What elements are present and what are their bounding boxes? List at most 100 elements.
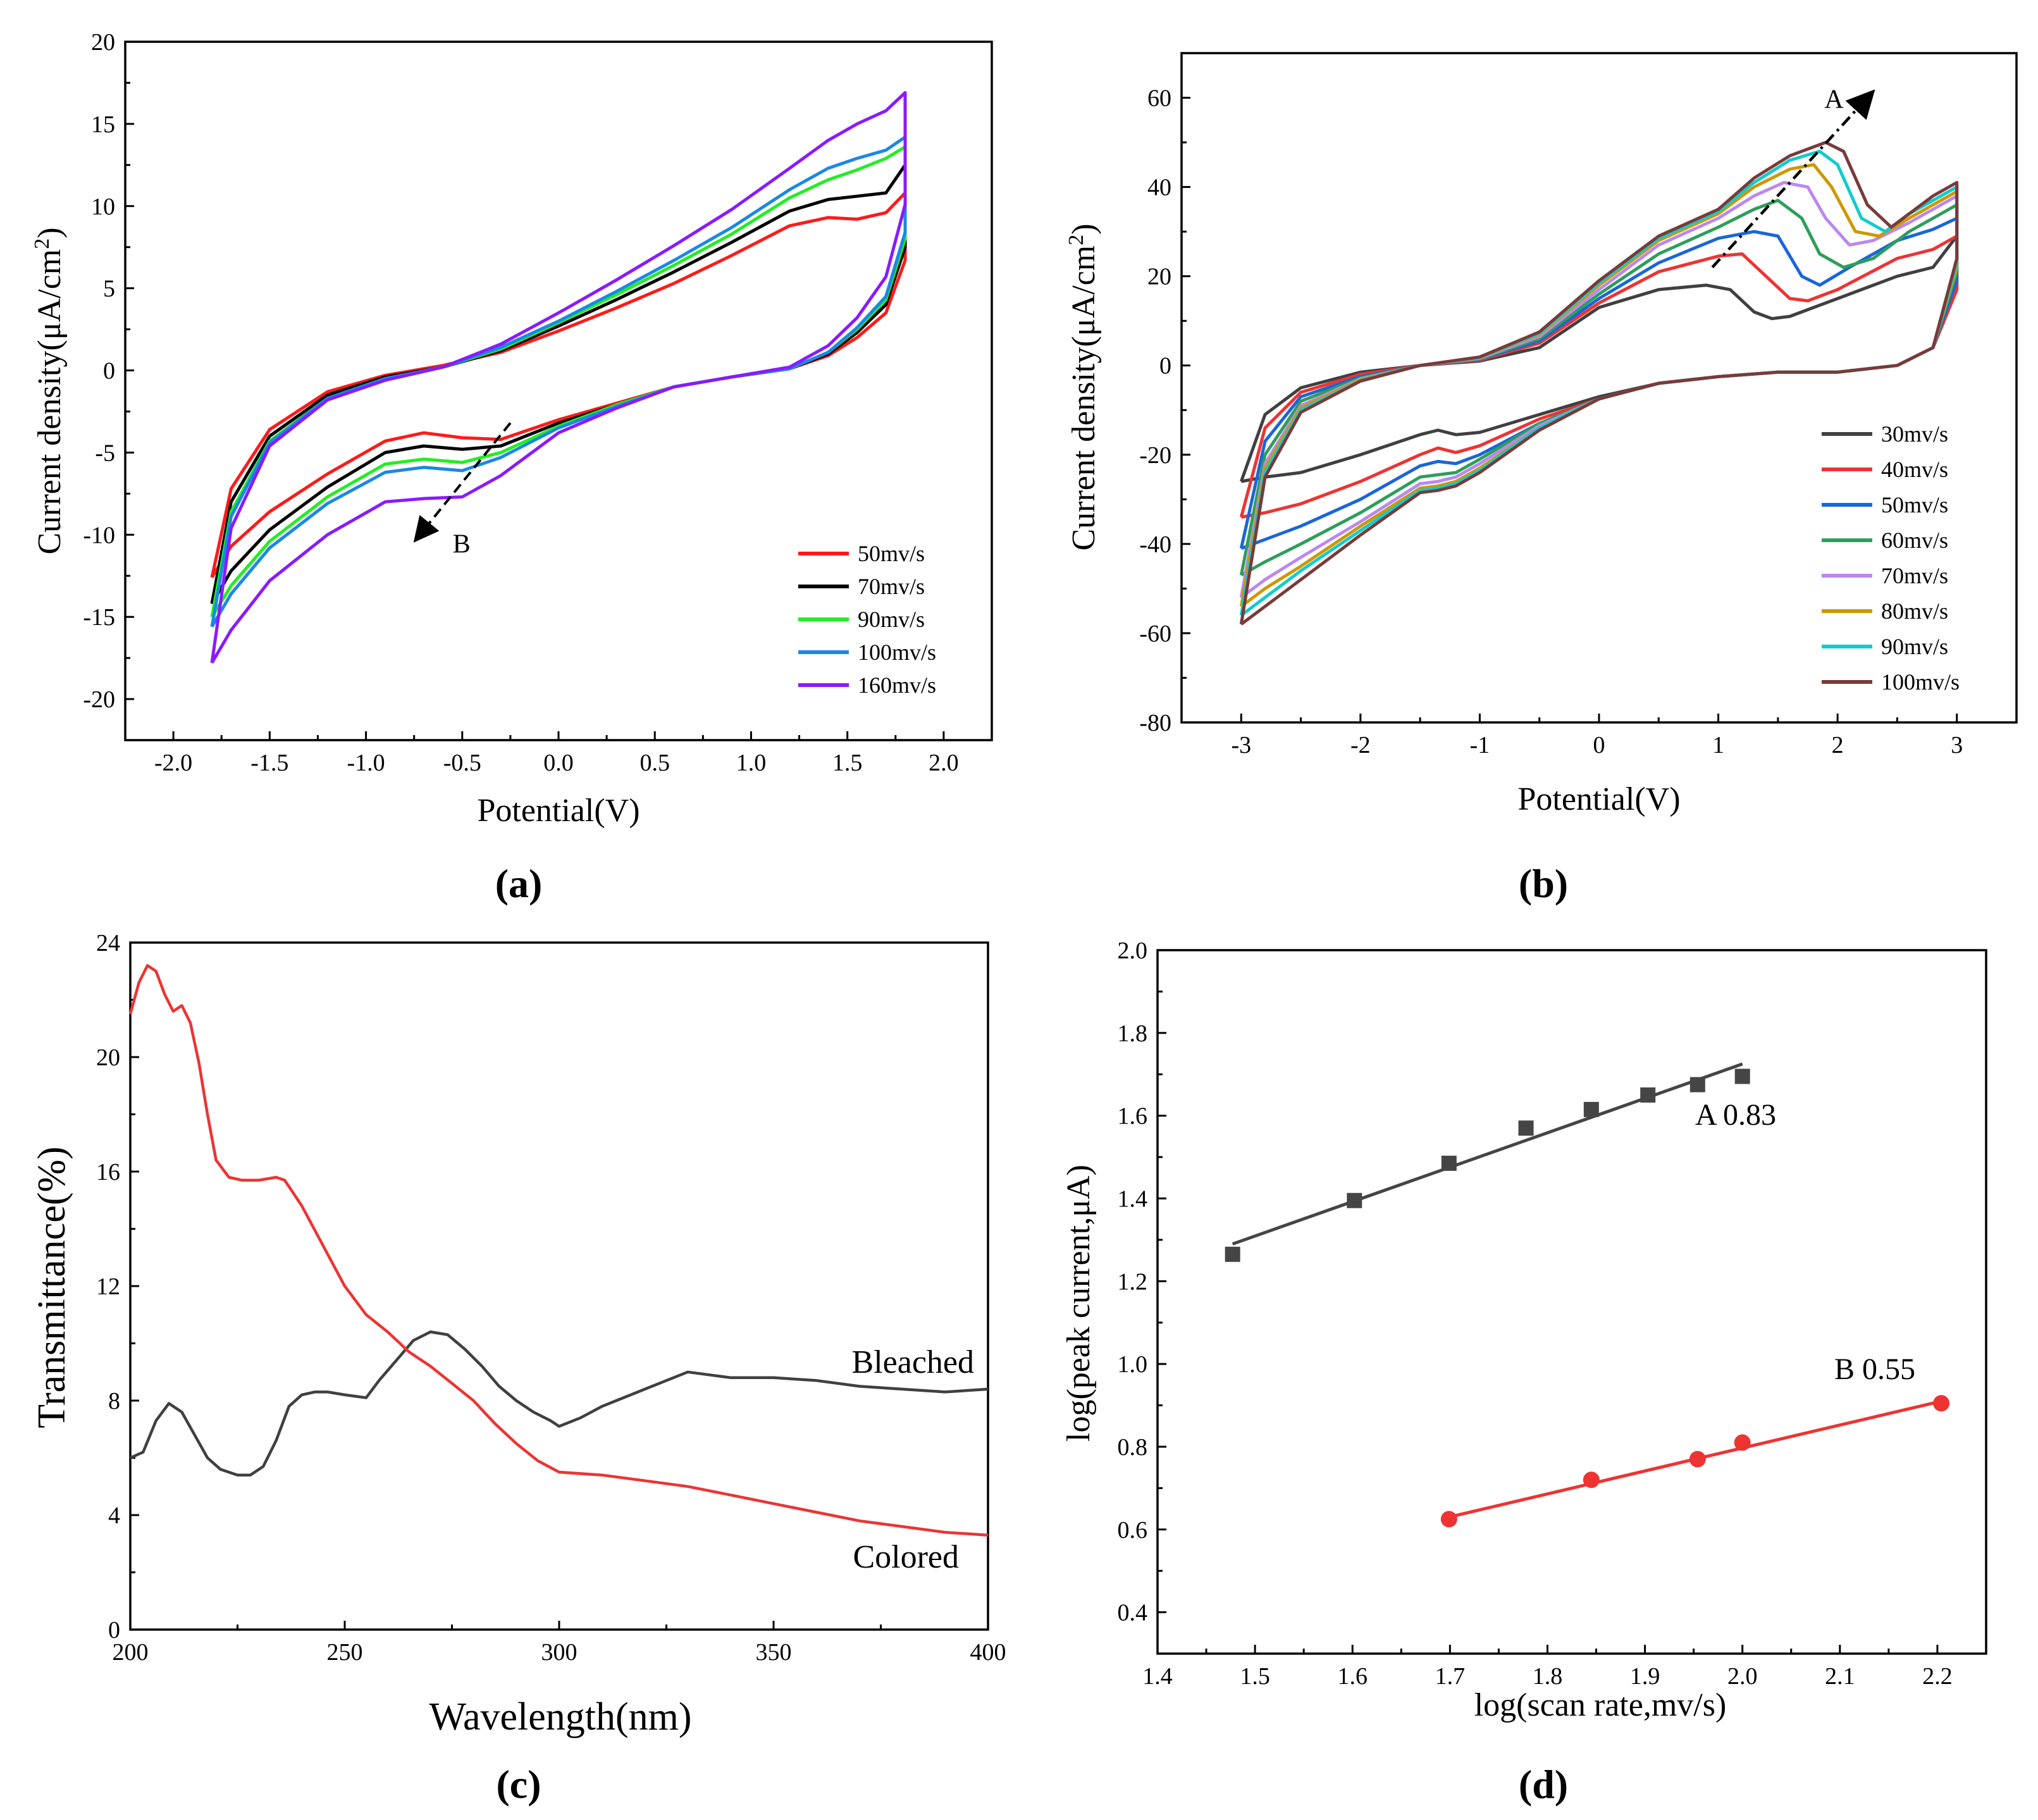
a-x-tick-label: -2.0 [154,750,192,776]
a-x-axis-label: Potential(V) [477,793,639,829]
a-annotation-arrow [413,422,512,543]
d-ticks: 1.4 1.5 1.6 1.7 1.8 1.9 2.0 2.1 2.2 0.4 0.6 0.8 1.0 1… [1118,938,1953,1690]
a-legend-label: 50mv/s [858,541,925,566]
b-y-tick-label: -80 [1139,710,1171,736]
a-x-tick-label: -0.5 [443,750,481,776]
b-legend: 30mv/s 40mv/s 50mv/s 60mv/s 70mv/s 80mv/s 90mv… [1822,421,1960,695]
d-series-labels: A 0.83 B 0.55 [1695,1098,1915,1386]
panel-a: -2.0 -1.5 -1.0 -0.5 0.0 0.5 1.0 1.5 2.0 -20 -15 -10… [30,29,993,906]
a-annotation-label: B [453,529,471,559]
d-x-tick-label: 1.6 [1337,1663,1368,1690]
c-x-tick-label: 250 [327,1639,363,1666]
d-data-point [1933,1395,1950,1412]
b-y-axis-label: Current density(μA/cm2) [1065,223,1102,550]
b-caption: (b) [1519,861,1568,906]
d-y-tick-label: 0.4 [1118,1600,1148,1626]
d-data-point [1440,1511,1457,1528]
a-legend: 50mv/s 70mv/s 90mv/s 100mv/s 160mv/s [798,541,936,698]
c-x-tick-label: 200 [113,1639,149,1666]
c-series-lines [128,963,989,1537]
c-y-tick-label: 12 [96,1273,120,1300]
a-legend-label: 160mv/s [858,672,936,698]
a-x-tick-label: 1.0 [736,750,767,776]
panel-b: -3 -2 -1 0 1 2 3 -80 -60 -40 -20 0 20 40 60 A 30mv/s 40… [1065,52,2018,906]
a-x-tick-label: -1.5 [250,750,288,776]
a-annotation: B [413,422,512,559]
a-x-tick-label: 2.0 [929,750,959,776]
a-y-tick-label: 0 [103,358,115,385]
a-series-line [210,191,907,579]
b-legend-label: 90mv/s [1881,634,1948,659]
a-x-tick-label: 1.5 [832,750,863,776]
a-y-tick-label: 10 [91,194,115,220]
c-y-tick-label: 4 [108,1502,120,1529]
c-y-tick-label: 24 [96,930,120,956]
d-x-tick-label: 1.8 [1533,1663,1563,1690]
b-y-tick-label: 60 [1147,85,1171,112]
c-caption: (c) [496,1762,541,1807]
b-y-tick-label: -20 [1139,442,1171,469]
c-y-tick-label: 20 [96,1044,120,1071]
b-legend-label: 60mv/s [1881,528,1948,553]
c-x-tick-label: 400 [970,1639,1006,1666]
d-x-tick-label: 2.1 [1825,1663,1855,1690]
a-y-tick-label: 5 [103,276,115,302]
a-series-line [210,163,907,605]
d-x-tick-label: 2.0 [1727,1663,1758,1690]
c-line-labels: Bleached Colored [852,1344,974,1575]
d-y-tick-label: 1.2 [1118,1268,1148,1295]
d-data-point [1689,1451,1706,1468]
c-y-tick-label: 8 [108,1388,120,1415]
d-y-tick-label: 2.0 [1118,938,1148,964]
d-data-point [1583,1101,1599,1117]
d-y-tick-label: 0.8 [1118,1434,1148,1461]
d-y-axis-label: log(peak current,μA) [1061,1165,1097,1442]
a-caption: (a) [495,861,543,906]
a-ticks: -2.0 -1.5 -1.0 -0.5 0.0 0.5 1.0 1.5 2.0 -20 -15 -10… [83,29,958,776]
d-y-tick-label: 0.6 [1118,1517,1148,1544]
a-y-tick-label: -15 [83,604,115,631]
d-y-tick-label: 1.0 [1118,1351,1148,1378]
panel-d: 1.4 1.5 1.6 1.7 1.8 1.9 2.0 2.1 2.2 0.4 0.6 0.8 1.0 1… [1061,938,1987,1807]
b-series-line [1239,199,1959,577]
b-annotation-label: A [1824,85,1844,115]
b-y-tick-label: 40 [1147,175,1171,201]
panel-c: 200 250 300 350 400 0 4 8 12 16 20 24 Bleached Color… [30,930,1006,1807]
d-x-tick-label: 1.7 [1435,1663,1466,1690]
b-series-line [1239,140,1959,626]
b-y-tick-label: 0 [1159,353,1171,380]
b-x-tick-label: -2 [1350,732,1371,758]
a-legend-label: 100mv/s [858,640,936,665]
b-y-tick-label: -60 [1139,621,1171,647]
d-x-tick-label: 1.5 [1240,1663,1270,1690]
d-fit-line [1232,1062,1743,1246]
b-legend-label: 70mv/s [1881,563,1948,588]
d-data-point [1225,1246,1240,1262]
a-series-lines [210,91,907,664]
a-x-tick-label: -1.0 [347,750,385,776]
d-data-point [1518,1120,1534,1136]
d-y-tick-label: 1.8 [1118,1020,1148,1047]
d-data-point [1734,1434,1751,1451]
b-x-tick-label: 2 [1832,732,1844,758]
c-y-tick-label: 0 [108,1617,120,1644]
a-series-line [210,91,907,664]
a-series-line [210,145,907,618]
a-y-axis-label: Current density(μA/cm2) [30,227,68,554]
d-data-point [1640,1087,1656,1103]
d-data-point [1441,1155,1457,1171]
d-label-a: A 0.83 [1695,1098,1776,1132]
a-y-tick-label: -20 [83,686,115,713]
c-series-line [128,963,989,1537]
a-x-tick-label: 0.0 [543,750,574,776]
d-x-axis-label: log(scan rate,mv/s) [1474,1687,1727,1723]
d-x-tick-label: 2.2 [1922,1663,1953,1690]
a-y-tick-label: -10 [83,522,115,548]
b-series-line [1239,234,1959,519]
a-y-tick-label: 20 [91,29,115,56]
d-data-point [1734,1068,1750,1084]
d-series [1225,1062,1950,1528]
b-ticks: -3 -2 -1 0 1 2 3 -80 -60 -40 -20 0 20 40 60 [1139,85,1963,758]
b-y-tick-label: 20 [1147,264,1171,290]
b-annotation: A [1711,85,1875,269]
